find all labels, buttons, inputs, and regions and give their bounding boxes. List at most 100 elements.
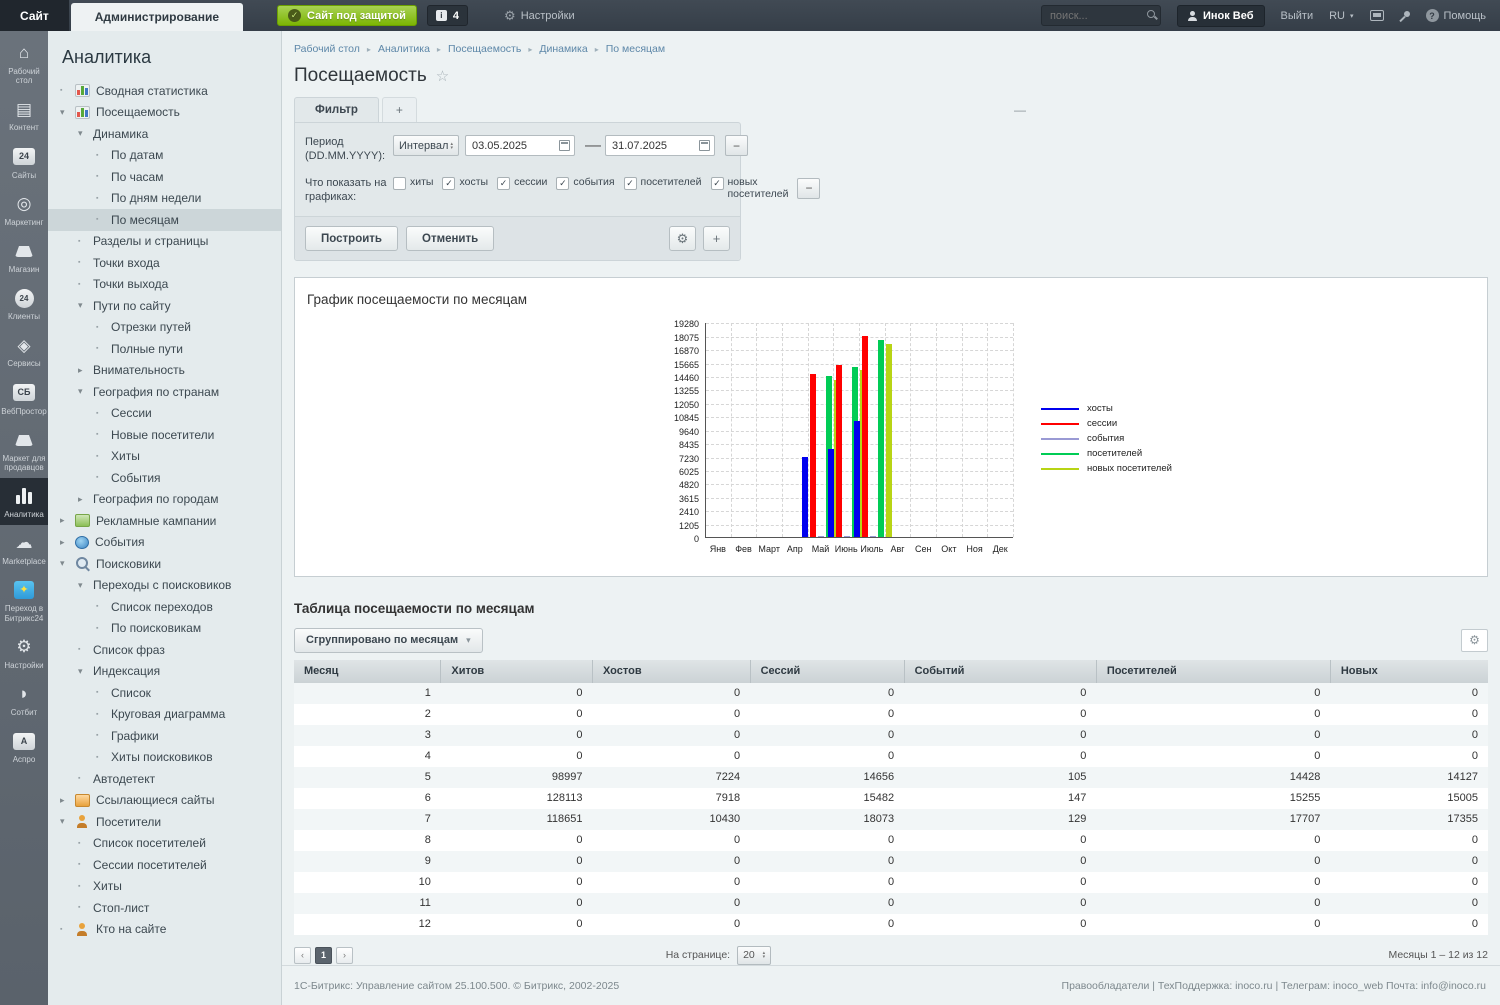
sidebar-item-точки-выхода[interactable]: ▪ Точки выхода [48, 274, 281, 296]
sidebar-item-список-фраз[interactable]: ▪ Список фраз [48, 639, 281, 661]
rail-item-marketplace[interactable]: ☁ Marketplace [0, 525, 48, 572]
sidebar-item-хиты-поисковиков[interactable]: ▪ Хиты поисковиков [48, 747, 281, 769]
bar-hosts-Июнь[interactable] [828, 448, 835, 538]
column-header-Посетителей[interactable]: Посетителей [1095, 659, 1331, 683]
sidebar-item-хиты[interactable]: ▪ Хиты [48, 446, 281, 468]
breadcrumb-item[interactable]: Аналитика [377, 43, 430, 55]
table-row[interactable]: 12 0 0 0 0 0 0 [294, 913, 1488, 935]
sidebar-item-индексация[interactable]: ▾ Индексация [48, 661, 281, 683]
bar-hosts-Июль[interactable] [853, 420, 860, 538]
sidebar-item-список-переходов[interactable]: ▪ Список переходов [48, 596, 281, 618]
bar-sessions-Май[interactable] [810, 373, 817, 538]
sidebar-item-стоп-лист[interactable]: ▪ Стоп-лист [48, 897, 281, 919]
breadcrumb-item[interactable]: Рабочий стол [294, 43, 360, 55]
bar-sessions-Июнь[interactable] [836, 364, 843, 538]
chevron-right-icon[interactable]: ▸ [60, 794, 65, 805]
remove-period-row-button[interactable]: − [725, 135, 748, 156]
notifications-button[interactable]: i 4 [426, 5, 469, 26]
search-icon[interactable] [1146, 10, 1155, 18]
table-row[interactable]: 7 118651 10430 18073 129 17707 17355 [294, 808, 1488, 830]
table-row[interactable]: 8 0 0 0 0 0 0 [294, 829, 1488, 851]
sidebar-item-сводная-статистика[interactable]: ▪ Сводная статистика [48, 80, 281, 102]
table-row[interactable]: 9 0 0 0 0 0 0 [294, 850, 1488, 872]
search-input[interactable] [1040, 5, 1161, 26]
chevron-down-icon[interactable]: ▾ [78, 386, 83, 397]
sidebar-item-список[interactable]: ▪ Список [48, 682, 281, 704]
column-header-Хостов[interactable]: Хостов [591, 659, 751, 683]
filter-add-button[interactable]: + [703, 226, 730, 252]
sidebar-item-география-по-странам[interactable]: ▾ География по странам [48, 381, 281, 403]
breadcrumb-item[interactable]: Посещаемость [447, 43, 522, 55]
checkbox-новых-посетителей[interactable]: ✓ [710, 176, 724, 190]
site-protected-button[interactable]: ✓ Сайт под защитой [277, 5, 417, 26]
sidebar-item-новые-посетители[interactable]: ▪ Новые посетители [48, 424, 281, 446]
sidebar-item-география-по-городам[interactable]: ▸ География по городам [48, 489, 281, 511]
checkbox-сессии[interactable]: ✓ [497, 176, 511, 190]
chevron-down-icon[interactable]: ▾ [78, 665, 83, 676]
cancel-button[interactable]: Отменить [406, 226, 495, 252]
sidebar-item-события[interactable]: ▸ События [48, 532, 281, 554]
chevron-down-icon[interactable]: ▾ [78, 300, 83, 311]
rail-item-sellers-market[interactable]: Маркет для продавцов [0, 422, 48, 478]
column-header-Хитов[interactable]: Хитов [440, 659, 593, 683]
pin-icon[interactable] [1400, 10, 1410, 21]
sidebar-item-по-поисковикам[interactable]: ▪ По поисковикам [48, 618, 281, 640]
interval-select[interactable]: Интервал ▴ ▾ [393, 135, 459, 156]
filter-collapse-icon[interactable]: — [1014, 103, 1026, 117]
sidebar-item-сессии-посетителей[interactable]: ▪ Сессии посетителей [48, 854, 281, 876]
sidebar-item-по-часам[interactable]: ▪ По часам [48, 166, 281, 188]
chevron-right-icon[interactable]: ▸ [60, 536, 65, 547]
sidebar-item-отрезки-путей[interactable]: ▪ Отрезки путей [48, 317, 281, 339]
table-row[interactable]: 1 0 0 0 0 0 0 [294, 682, 1488, 704]
language-selector[interactable]: RU ▾ [1329, 10, 1353, 22]
rail-item-webprostor[interactable]: СБ ВебПростор [0, 375, 48, 422]
tab-site[interactable]: Сайт [0, 0, 69, 31]
column-header-Новых[interactable]: Новых [1329, 659, 1488, 683]
bar-events-Май[interactable] [818, 536, 825, 538]
sidebar-item-посетители[interactable]: ▾ Посетители [48, 811, 281, 833]
rail-item-content[interactable]: ▤ Контент [0, 91, 48, 138]
bar-events-Июнь[interactable] [844, 535, 851, 538]
table-row[interactable]: 11 0 0 0 0 0 0 [294, 892, 1488, 914]
sidebar-item-динамика[interactable]: ▾ Динамика [48, 123, 281, 145]
filter-settings-button[interactable]: ⚙ [669, 226, 696, 252]
bar-hosts-Май[interactable] [802, 456, 809, 538]
rail-item-desktop[interactable]: ⌂ Рабочий стол [0, 35, 48, 91]
column-header-Событий[interactable]: Событий [903, 659, 1097, 683]
filter-tab[interactable]: Фильтр [294, 97, 379, 122]
calendar-icon[interactable] [559, 140, 570, 151]
add-filter-tab-button[interactable]: + [381, 97, 417, 122]
tab-administration[interactable]: Администрирование [70, 3, 244, 31]
bar-events-Июль[interactable] [869, 535, 876, 538]
table-row[interactable]: 3 0 0 0 0 0 0 [294, 724, 1488, 746]
table-row[interactable]: 6 128113 7918 15482 147 15255 15005 [294, 787, 1488, 809]
favorite-star-icon[interactable]: ☆ [435, 68, 450, 85]
per-page-select[interactable]: 20 ▴ ▾ [737, 945, 772, 965]
date-to-input[interactable] [605, 135, 715, 156]
table-row[interactable]: 4 0 0 0 0 0 0 [294, 745, 1488, 767]
table-settings-button[interactable]: ⚙ [1461, 628, 1488, 652]
logout-link[interactable]: Выйти [1280, 9, 1314, 22]
sidebar-item-события[interactable]: ▪ События [48, 467, 281, 489]
breadcrumb-item[interactable]: По месяцам [605, 43, 666, 55]
sidebar-item-точки-входа[interactable]: ▪ Точки входа [48, 252, 281, 274]
sidebar-item-посещаемость[interactable]: ▾ Посещаемость [48, 102, 281, 124]
chevron-down-icon[interactable]: ▾ [78, 128, 83, 139]
checkbox-хосты[interactable]: ✓ [442, 176, 456, 190]
chevron-down-icon[interactable]: ▾ [60, 816, 65, 827]
topbar-settings-button[interactable]: ⚙ Настройки [504, 9, 575, 22]
rail-item-shop[interactable]: Магазин [0, 233, 48, 280]
column-header-Месяц[interactable]: Месяц [294, 659, 441, 683]
footer-links[interactable]: Правообладатели | ТехПоддержка: inoco.ru… [1061, 979, 1486, 992]
rail-item-aspro[interactable]: A Аспро [0, 723, 48, 770]
sidebar-item-по-месяцам[interactable]: ▪ По месяцам [48, 209, 281, 231]
user-menu-button[interactable]: Инок Веб [1176, 4, 1265, 27]
desktop-view-icon[interactable] [1369, 10, 1384, 21]
sidebar-item-список-посетителей[interactable]: ▪ Список посетителей [48, 833, 281, 855]
sidebar-item-по-дням-недели[interactable]: ▪ По дням недели [48, 188, 281, 210]
sidebar-item-рекламные-кампании[interactable]: ▸ Рекламные кампании [48, 510, 281, 532]
chevron-right-icon[interactable]: ▸ [78, 493, 83, 504]
page-1-button[interactable]: 1 [315, 946, 332, 964]
bar-new-visitors-Июль[interactable] [885, 343, 892, 538]
rail-item-clients[interactable]: 24 Клиенты [0, 280, 48, 327]
